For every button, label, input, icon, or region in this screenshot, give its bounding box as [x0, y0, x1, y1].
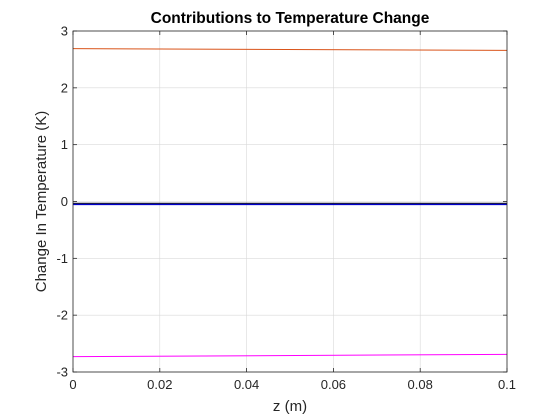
y-tick-label: 3 [61, 24, 68, 39]
x-tick-label: 0.1 [498, 377, 516, 392]
x-tick-label: 0.04 [234, 377, 259, 392]
grid [72, 30, 508, 373]
x-tick-label: 0 [69, 377, 76, 392]
y-tick-label: -1 [56, 251, 68, 266]
y-tick-label: -2 [56, 308, 68, 323]
series-group [72, 48, 508, 358]
series-line-4 [72, 353, 508, 358]
x-axis-label: z (m) [273, 398, 307, 415]
y-axis-label: Change In Temperature (K) [33, 111, 50, 293]
y-tick-label: 0 [61, 194, 68, 209]
ticks [72, 30, 508, 373]
series-line-1 [72, 48, 508, 51]
y-tick-label: -3 [56, 365, 68, 380]
x-tick-label: 0.02 [147, 377, 172, 392]
y-tick-label: 2 [61, 80, 68, 95]
y-tick-label: 1 [61, 137, 68, 152]
x-tick-label: 0.06 [321, 377, 346, 392]
x-tick-labels: 0 0.02 0.04 0.06 0.08 0.1 [69, 377, 516, 392]
chart-title: Contributions to Temperature Change [151, 10, 430, 27]
y-tick-labels: -3 -2 -1 0 1 2 3 [56, 24, 68, 380]
x-tick-label: 0.08 [408, 377, 433, 392]
